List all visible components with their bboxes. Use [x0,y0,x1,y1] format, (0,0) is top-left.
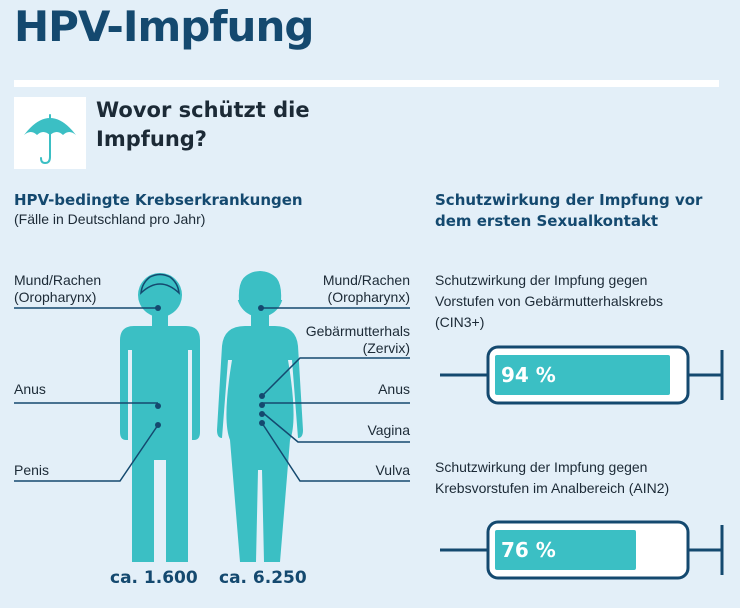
female-label-vulva: Vulva [375,462,410,478]
protection-item-1-line3: (CIN3+) [435,314,485,330]
umbrella-icon-box [14,97,86,169]
female-label-cervix: Gebärmutterhals [305,323,410,339]
umbrella-icon [24,114,76,165]
protection-item-1-description: Schutzwirkung der Impfung gegen Vorstufe… [435,270,663,333]
female-label-mouth: Mund/Rachen [322,272,410,288]
bar-fill-0 [495,355,670,395]
female-figure-icon [217,271,303,562]
syringe-icon [440,345,724,405]
left-section-subheading: (Fälle in Deutschland pro Jahr) [14,211,206,227]
female-pointer-lines [261,307,410,482]
male-case-count: ca. 1.600 [110,568,198,588]
male-figure-icon [120,273,200,562]
male-label-anus: Anus [14,381,46,397]
male-pointer-lines [14,307,159,482]
male-label-penis: Penis [14,462,50,478]
protection-item-2-percent: 76 % [501,538,556,562]
male-label-mouth-latin: (Oropharynx) [14,289,97,305]
protection-item-1-line2: Vorstufen von Gebärmutterhalskrebs [435,293,664,309]
right-section-heading: Schutzwirkung der Impfung vor dem ersten… [435,191,703,230]
protection-item-2-line2: Krebsvorstufen im Analbereich (AIN2) [435,480,670,496]
male-label-mouth: Mund/Rachen [14,272,102,288]
left-section-heading: HPV-bedingte Krebserkrankungen [14,191,303,209]
female-label-mouth-latin: (Oropharynx) [327,289,410,305]
question-heading: Wovor schützt die Impfung? [96,98,310,151]
female-label-cervix-latin: (Zervix) [362,340,410,356]
female-label-anus: Anus [378,381,410,397]
protection-item-2-line1: Schutzwirkung der Impfung gegen [435,459,648,475]
protection-item-2-description: Schutzwirkung der Impfung gegen Krebsvor… [435,457,669,499]
header-divider [14,80,719,87]
female-case-count: ca. 6.250 [219,568,307,588]
syringe-icon [440,520,724,580]
protection-item-1-percent: 94 % [501,363,556,387]
protection-item-1-line1: Schutzwirkung der Impfung gegen [435,272,648,288]
bar-fill-1 [495,530,636,570]
page-title: HPV-Impfung [14,2,314,51]
female-label-vagina: Vagina [367,422,410,438]
